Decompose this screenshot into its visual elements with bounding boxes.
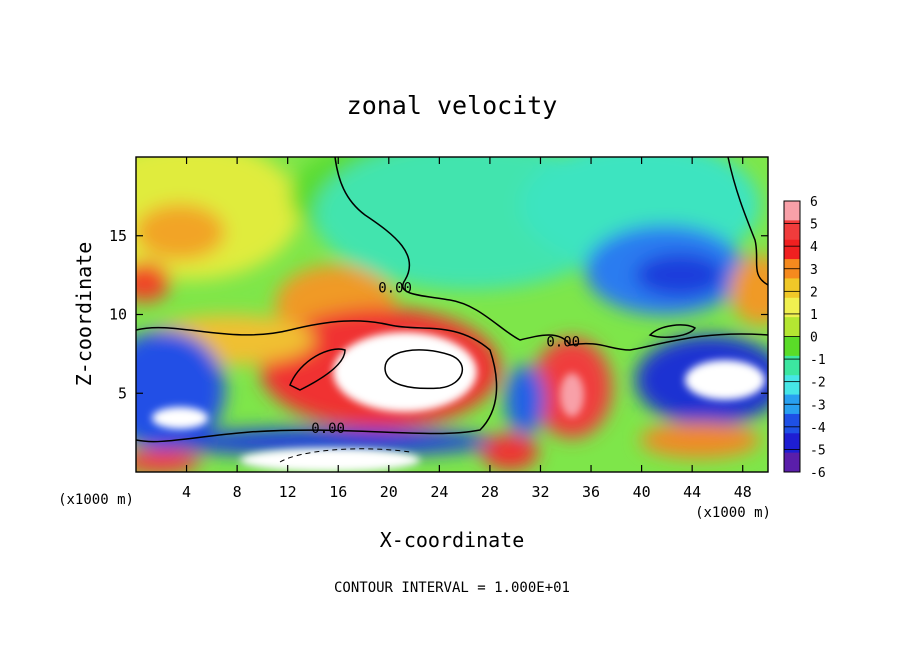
- y-axis: 5 10 15: [109, 227, 768, 402]
- contour-left-loop: [289, 348, 346, 391]
- x-tick-label: 12: [279, 483, 297, 501]
- colorbar-swatch: [784, 452, 800, 473]
- contour-labels: 0.00 0.00 0.00: [311, 281, 580, 437]
- colorbar-swatch: [784, 375, 800, 396]
- zero-contours: [136, 157, 768, 443]
- colorbar-tick-label: -4: [810, 421, 826, 436]
- chart-title: zonal velocity: [347, 91, 558, 120]
- y-tick-label: 5: [118, 384, 127, 402]
- x-tick-label: 24: [430, 483, 448, 501]
- y-axis-label: Z-coordinate: [72, 242, 96, 387]
- x-tick-label: 44: [683, 483, 701, 501]
- colorbar-swatch: [784, 336, 800, 357]
- colorbar-tick-label: 5: [810, 218, 818, 233]
- bottom-red-region: [482, 434, 538, 470]
- colorbar: 6 5 4 3 2 1 0 -1 -2 -3 -4 -5 -6: [783, 195, 826, 481]
- y-tick-label: 15: [109, 227, 127, 245]
- x-axis-label: X-coordinate: [380, 528, 525, 552]
- colorbar-tick-label: -3: [810, 398, 826, 413]
- pink-center-right: [560, 373, 584, 417]
- colorbar-tick-label: 0: [810, 331, 818, 346]
- x-unit-label-right: (x1000 m): [695, 505, 771, 521]
- x-tick-label: 48: [734, 483, 752, 501]
- lower-left-saturated-region: [152, 407, 208, 429]
- contour-interval-note: CONTOUR INTERVAL = 1.000E+01: [334, 580, 570, 596]
- colorbar-tick-label: 6: [810, 195, 818, 210]
- colorbar-tick-label: 2: [810, 285, 818, 300]
- dashed-contour: [279, 448, 411, 463]
- colorbar-tick-label: 1: [810, 308, 818, 323]
- colorbar-tick-label: -5: [810, 443, 826, 458]
- left-red-region: [136, 262, 170, 302]
- x-tick-label: 20: [380, 483, 398, 501]
- colorbar-swatch: [784, 239, 800, 260]
- x-unit-label-left: (x1000 m): [58, 492, 134, 508]
- center-saturated-region: [333, 332, 477, 412]
- bottom-saturated-region: [240, 448, 420, 472]
- x-tick-label: 40: [633, 483, 651, 501]
- contour-label: 0.00: [311, 421, 345, 437]
- colorbar-swatch: [784, 297, 800, 318]
- colorbar-swatch: [784, 317, 800, 337]
- bottom-right-orange-region: [640, 422, 760, 458]
- contour-right-small-loop: [648, 324, 697, 338]
- colorbar-tick-label: -1: [810, 353, 826, 368]
- zero-contour-upper: [334, 157, 768, 351]
- bottom-left-red-region: [136, 450, 200, 472]
- colorbar-tick-label: 3: [810, 263, 818, 278]
- contour-label: 0.00: [546, 334, 580, 350]
- colorbar-tick-label: -2: [810, 376, 826, 391]
- heatmap-field: [136, 157, 768, 472]
- x-tick-label: 36: [582, 483, 600, 501]
- right-saturated-region: [685, 360, 765, 400]
- colorbar-swatch: [784, 220, 800, 241]
- center-blue-region: [505, 365, 545, 435]
- contour-center-loop: [384, 349, 464, 390]
- x-tick-label: 16: [329, 483, 347, 501]
- zero-contour-right: [727, 157, 768, 286]
- x-tick-label: 4: [182, 483, 191, 501]
- y-tick-label: 10: [109, 306, 127, 324]
- far-right-orange-region: [730, 255, 768, 325]
- right-dark-blue-region: [635, 253, 725, 297]
- x-tick-label: 28: [481, 483, 499, 501]
- colorbar-tick-label: -6: [810, 466, 826, 481]
- zero-contour-lower: [136, 320, 498, 443]
- x-tick-label: 8: [233, 483, 242, 501]
- colorbar-swatch: [784, 413, 800, 434]
- colorbar-swatch: [784, 201, 800, 221]
- colorbar-swatch: [784, 355, 800, 376]
- bottom-blue-band: [160, 428, 500, 456]
- contour-label: 0.00: [378, 281, 412, 297]
- x-axis: 4 8 12 16 20 24 28 32 36 40 44 48: [182, 157, 752, 501]
- upper-left-orange-region: [136, 204, 225, 260]
- colorbar-tick-label: 4: [810, 240, 818, 255]
- colorbar-swatch: [784, 278, 800, 299]
- x-tick-label: 32: [531, 483, 549, 501]
- colorbar-swatch: [784, 433, 800, 454]
